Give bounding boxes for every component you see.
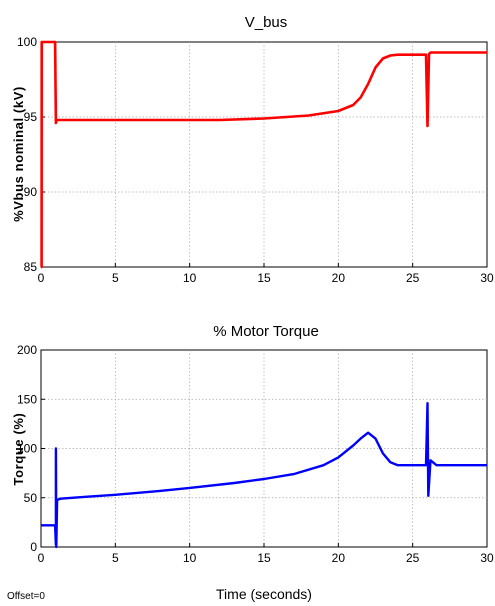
torque-x-tick-label: 15 [257, 551, 271, 565]
vbus-y-axis-label: %Vbus nominal (kV) [11, 86, 26, 222]
torque-y-tick-label: 0 [30, 540, 37, 554]
vbus-x-tick-label: 10 [183, 271, 197, 285]
torque-y-tick-label: 150 [17, 392, 37, 406]
vbus-x-tick-label: 25 [406, 271, 420, 285]
vbus-y-tick-label: 100 [17, 35, 37, 49]
vbus-panel: V_bus 0 5 10 15 20 25 30 85 90 95 100 %Vbus nomina… [11, 14, 494, 285]
time-axis-label: Time (seconds) [216, 586, 312, 602]
torque-series-line [41, 402, 487, 549]
torque-x-tick-label: 10 [183, 551, 197, 565]
vbus-x-tick-label: 20 [332, 271, 346, 285]
offset-label: Offset=0 [7, 591, 45, 602]
torque-y-axis-label: Torque (%) [11, 413, 26, 486]
torque-ticks: 0 5 10 15 20 25 30 0 50 100 150 200 [17, 343, 494, 565]
vbus-ticks: 0 5 10 15 20 25 30 85 90 95 100 [17, 35, 494, 285]
torque-y-tick-label: 50 [24, 491, 38, 505]
vbus-x-tick-label: 0 [38, 271, 45, 285]
torque-x-tick-label: 0 [38, 551, 45, 565]
torque-x-tick-label: 5 [112, 551, 119, 565]
torque-title: % Motor Torque [213, 323, 319, 340]
vbus-series [40, 40, 487, 269]
vbus-y-tick-label: 85 [24, 260, 38, 274]
torque-y-tick-label: 100 [17, 442, 37, 456]
vbus-grid [41, 42, 487, 267]
torque-panel: % Motor Torque 0 5 10 15 20 25 30050100150200 … [11, 323, 494, 602]
torque-x-tick-label: 20 [332, 551, 346, 565]
torque-series [41, 402, 487, 549]
vbus-y-tick-label: 95 [24, 110, 38, 124]
vbus-x-tick-label: 5 [112, 271, 119, 285]
vbus-x-tick-label: 30 [480, 271, 494, 285]
torque-x-tick-label: 30 [480, 551, 494, 565]
vbus-series-line [40, 40, 487, 269]
vbus-title: V_bus [245, 14, 288, 31]
vbus-y-tick-label: 90 [24, 185, 38, 199]
torque-x-tick-label: 25 [406, 551, 420, 565]
vbus-x-tick-label: 15 [257, 271, 271, 285]
torque-grid [41, 350, 487, 547]
torque-y-tick-label: 200 [17, 343, 37, 357]
